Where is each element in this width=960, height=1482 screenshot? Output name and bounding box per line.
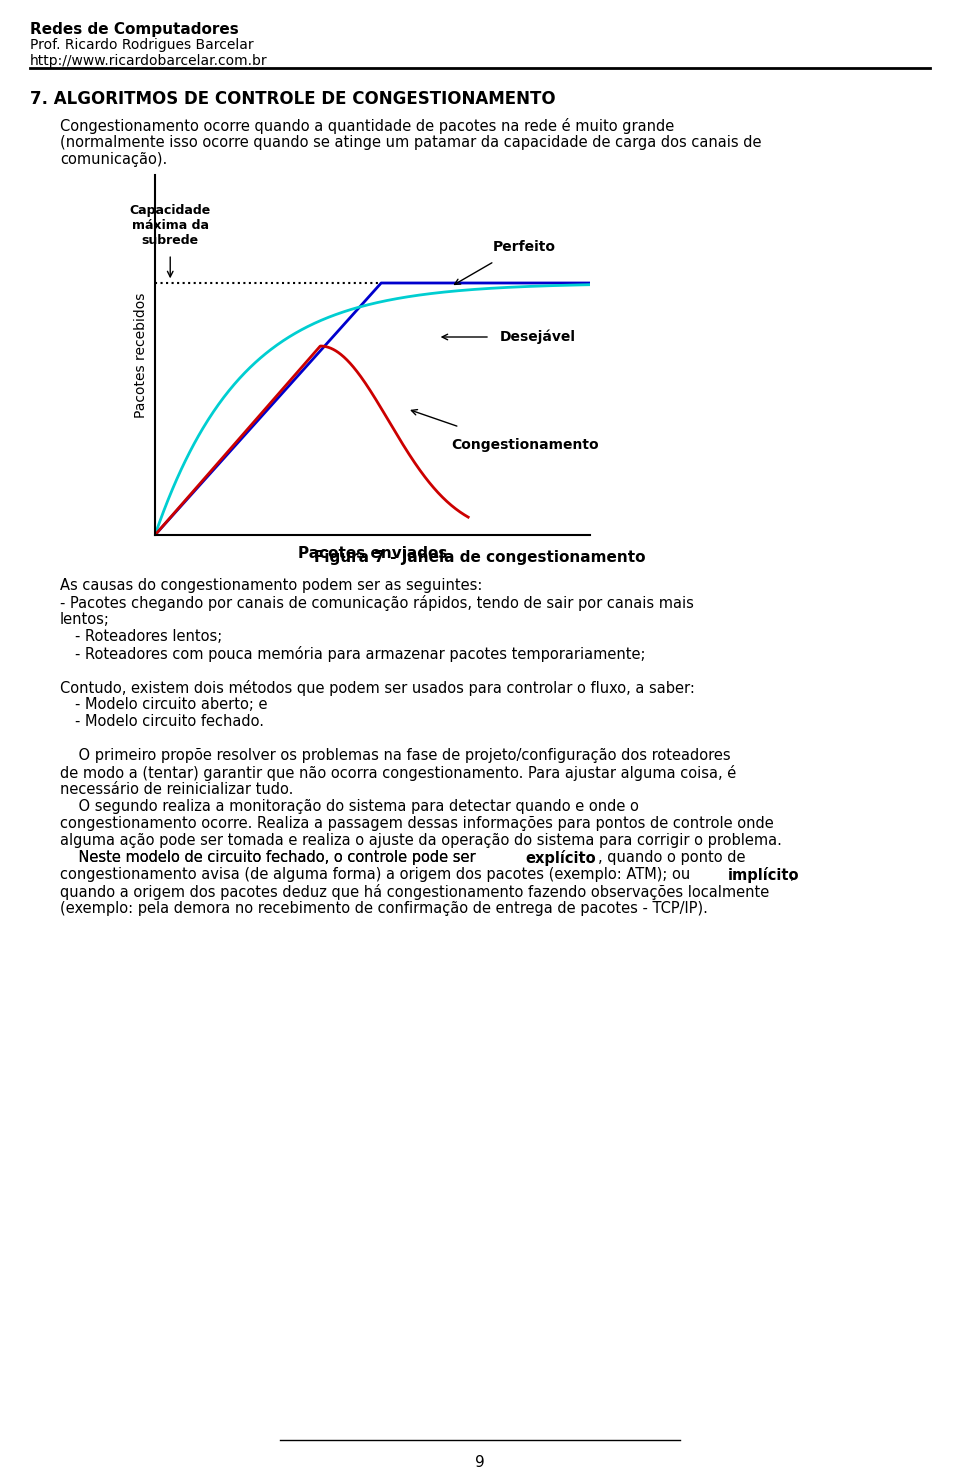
Text: de modo a (tentar) garantir que não ocorra congestionamento. Para ajustar alguma: de modo a (tentar) garantir que não ocor… — [60, 765, 736, 781]
Text: comunicação).: comunicação). — [60, 153, 167, 167]
Text: Perfeito: Perfeito — [493, 240, 556, 253]
Text: - Roteadores com pouca memória para armazenar pacotes temporariamente;: - Roteadores com pouca memória para arma… — [75, 646, 645, 662]
X-axis label: Pacotes enviados: Pacotes enviados — [298, 545, 447, 562]
Text: congestionamento ocorre. Realiza a passagem dessas informações para pontos de co: congestionamento ocorre. Realiza a passa… — [60, 817, 774, 831]
Text: Neste modelo de circuito fechado, o controle pode ser: Neste modelo de circuito fechado, o cont… — [60, 851, 480, 865]
Text: Contudo, existem dois métodos que podem ser usados para controlar o fluxo, a sab: Contudo, existem dois métodos que podem … — [60, 680, 695, 697]
Text: Desejável: Desejável — [500, 330, 576, 344]
Text: Neste modelo de circuito fechado, o controle pode ser: Neste modelo de circuito fechado, o cont… — [60, 851, 480, 865]
Text: explícito: explícito — [525, 851, 595, 865]
Text: lentos;: lentos; — [60, 612, 109, 627]
Text: - Modelo circuito fechado.: - Modelo circuito fechado. — [75, 714, 264, 729]
Text: ,: , — [790, 867, 795, 882]
Text: - Pacotes chegando por canais de comunicação rápidos, tendo de sair por canais m: - Pacotes chegando por canais de comunic… — [60, 594, 694, 611]
Text: http://www.ricardobarcelar.com.br: http://www.ricardobarcelar.com.br — [30, 53, 268, 68]
Y-axis label: Pacotes recebidos: Pacotes recebidos — [134, 292, 148, 418]
Text: (exemplo: pela demora no recebimento de confirmação de entrega de pacotes - TCP/: (exemplo: pela demora no recebimento de … — [60, 901, 708, 916]
Text: , quando o ponto de: , quando o ponto de — [598, 851, 746, 865]
Text: implícito: implícito — [728, 867, 800, 883]
Text: (normalmente isso ocorre quando se atinge um patamar da capacidade de carga dos : (normalmente isso ocorre quando se ating… — [60, 135, 761, 150]
Text: As causas do congestionamento podem ser as seguintes:: As causas do congestionamento podem ser … — [60, 578, 482, 593]
Text: alguma ação pode ser tomada e realiza o ajuste da operação do sistema para corri: alguma ação pode ser tomada e realiza o … — [60, 833, 781, 848]
Text: O primeiro propõe resolver os problemas na fase de projeto/configuração dos rote: O primeiro propõe resolver os problemas … — [60, 748, 731, 763]
Text: 7. ALGORITMOS DE CONTROLE DE CONGESTIONAMENTO: 7. ALGORITMOS DE CONTROLE DE CONGESTIONA… — [30, 90, 556, 108]
Text: Capacidade
máxima da
subrede: Capacidade máxima da subrede — [130, 205, 211, 247]
Text: Figura 7 - Janela de congestionamento: Figura 7 - Janela de congestionamento — [314, 550, 646, 565]
Text: Congestionamento ocorre quando a quantidade de pacotes na rede é muito grande: Congestionamento ocorre quando a quantid… — [60, 119, 674, 133]
Text: - Roteadores lentos;: - Roteadores lentos; — [75, 628, 223, 645]
Text: congestionamento avisa (de alguma forma) a origem dos pacotes (exemplo: ATM); ou: congestionamento avisa (de alguma forma)… — [60, 867, 695, 882]
Text: Prof. Ricardo Rodrigues Barcelar: Prof. Ricardo Rodrigues Barcelar — [30, 39, 253, 52]
Text: necessário de reinicializar tudo.: necessário de reinicializar tudo. — [60, 782, 294, 797]
Text: quando a origem dos pacotes deduz que há congestionamento fazendo observações lo: quando a origem dos pacotes deduz que há… — [60, 883, 769, 900]
Text: Redes de Computadores: Redes de Computadores — [30, 22, 239, 37]
Text: 9: 9 — [475, 1455, 485, 1470]
Text: - Modelo circuito aberto; e: - Modelo circuito aberto; e — [75, 697, 268, 711]
Text: Congestionamento: Congestionamento — [451, 439, 599, 452]
Text: O segundo realiza a monitoração do sistema para detectar quando e onde o: O segundo realiza a monitoração do siste… — [60, 799, 638, 814]
